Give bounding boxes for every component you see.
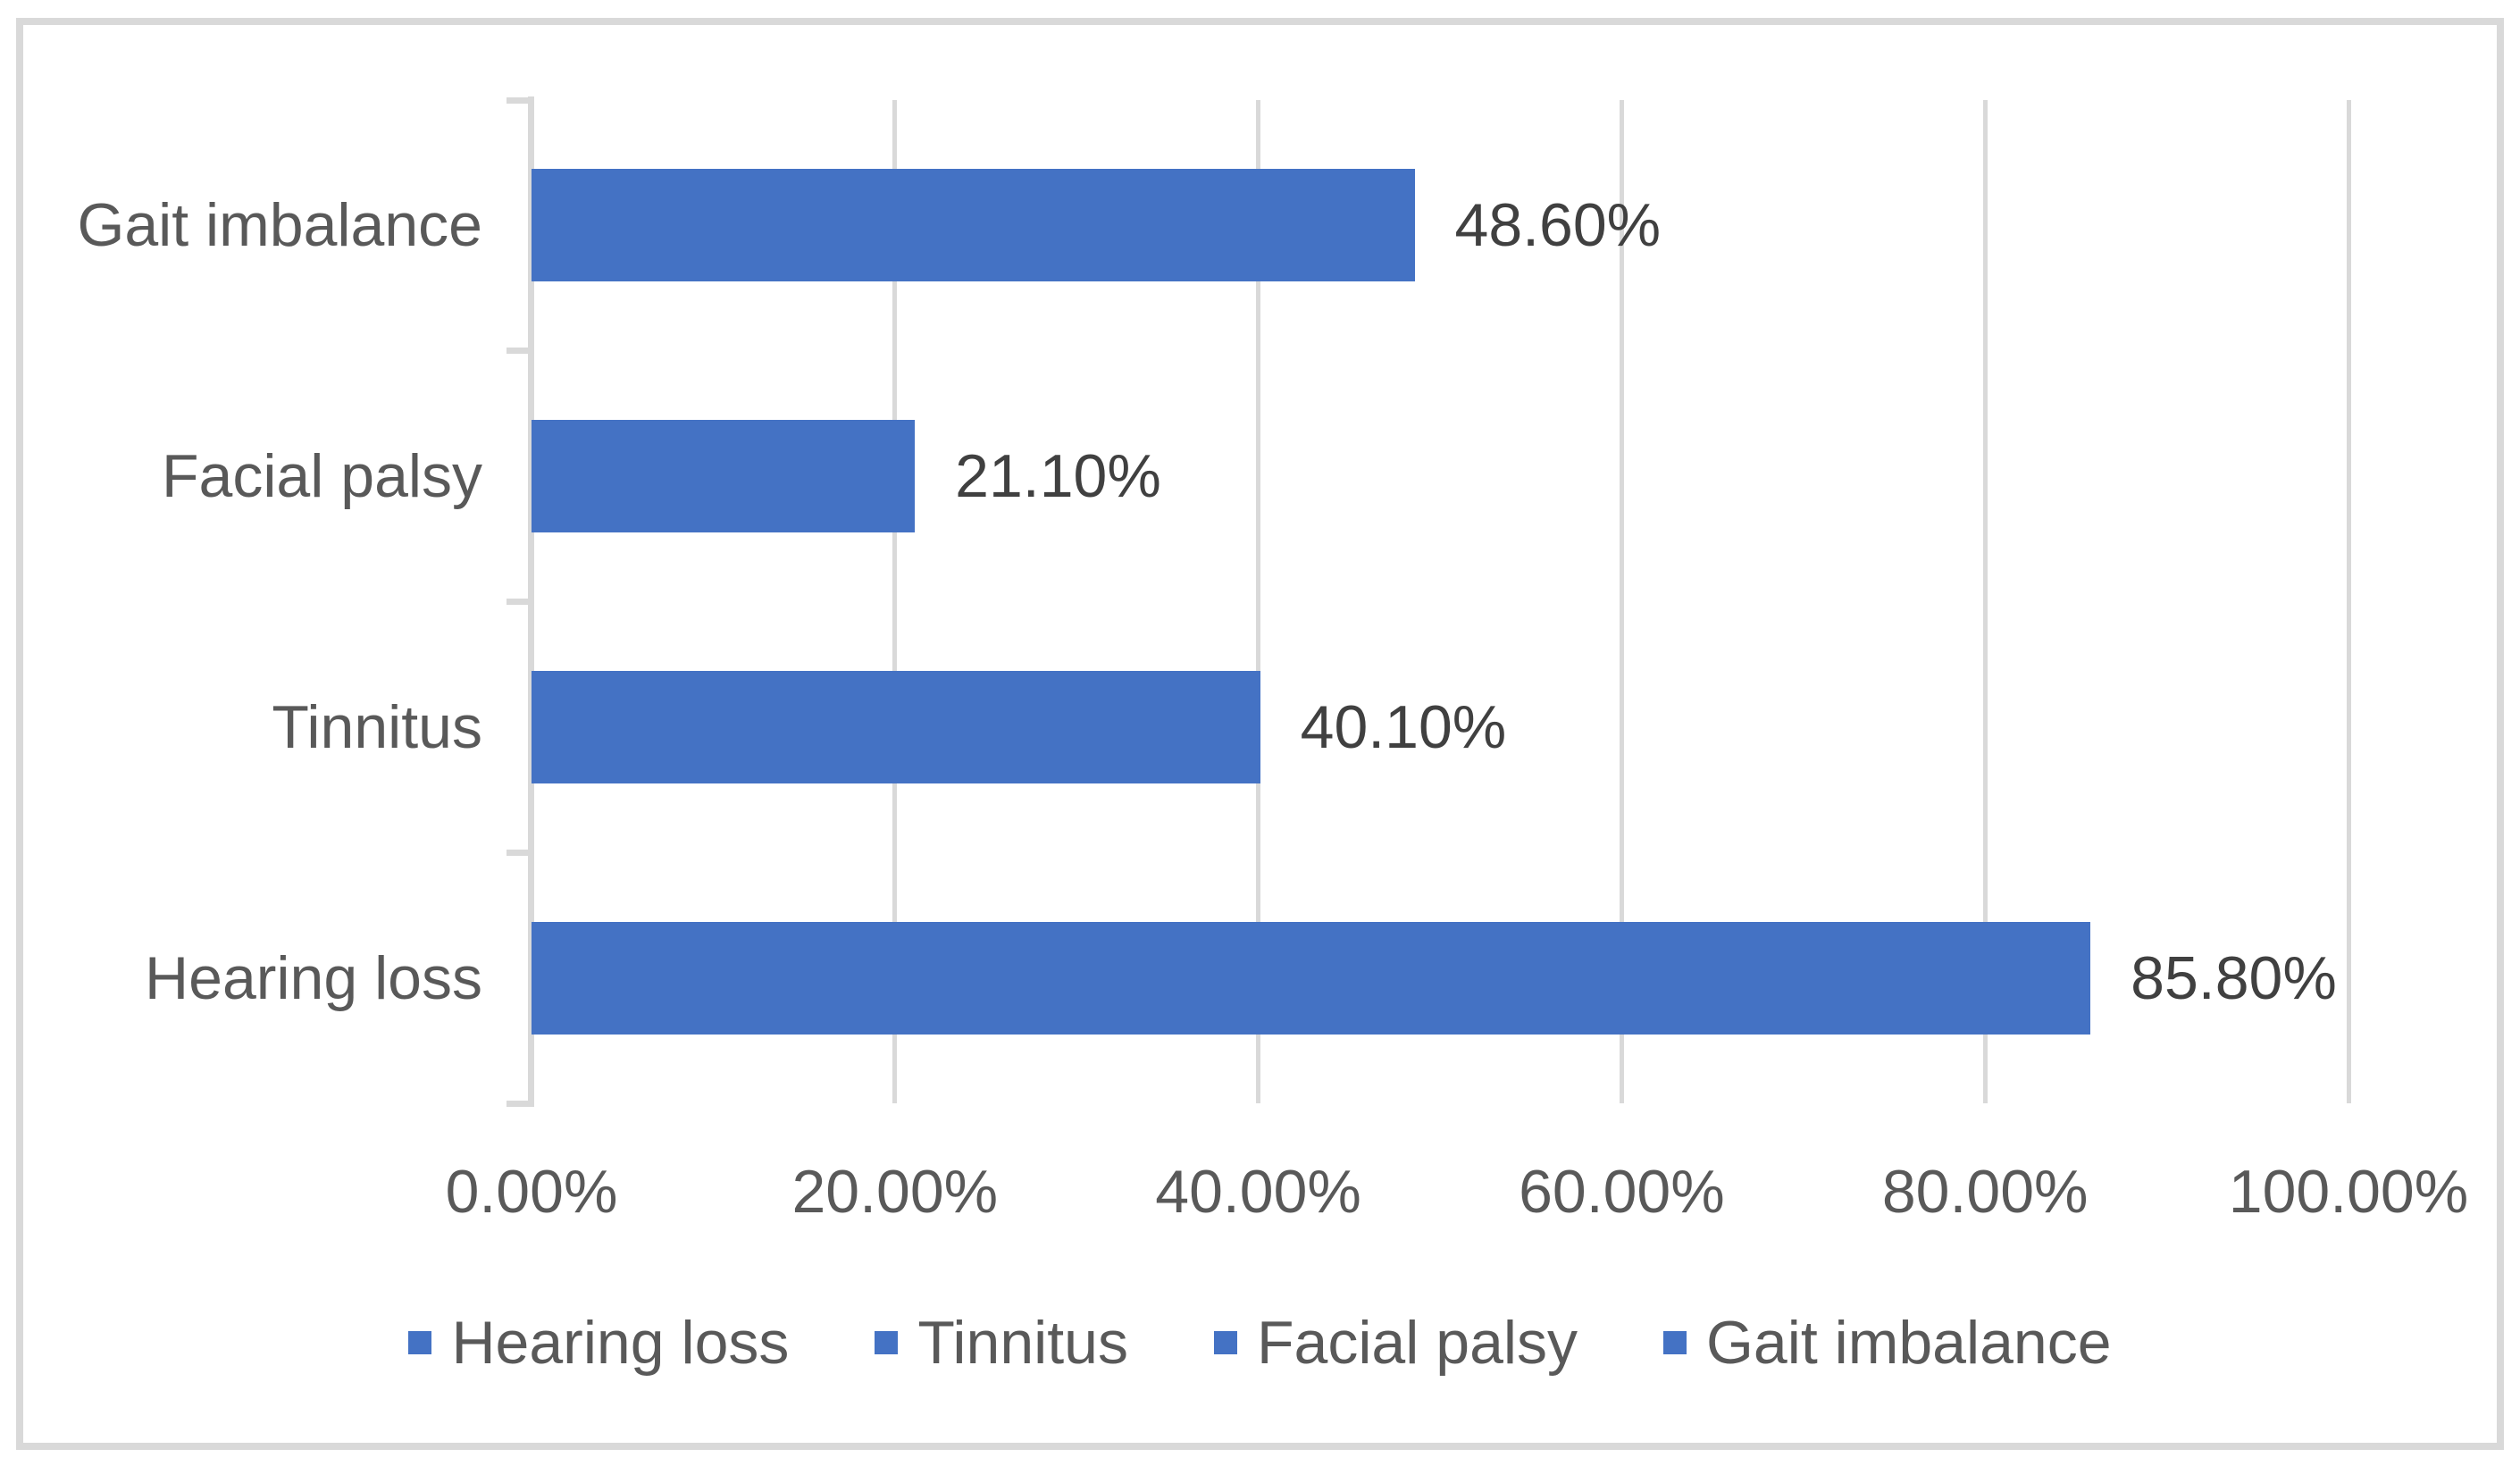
x-axis-tick-label: 0.00%	[445, 1158, 618, 1226]
legend-item-gait-imbalance: Gait imbalance	[1663, 1308, 2112, 1378]
bar-tinnitus	[532, 670, 1260, 783]
legend-label: Gait imbalance	[1706, 1309, 2112, 1377]
bar-value-label: 21.10%	[955, 442, 1161, 511]
gridline-60	[1619, 100, 1624, 1103]
y-axis-tick	[507, 599, 529, 605]
legend-item-tinnitus: Tinnitus	[875, 1308, 1128, 1378]
bar-value-label: 40.10%	[1300, 692, 1507, 761]
x-axis-tick-label: 40.00%	[1155, 1158, 1361, 1226]
y-axis-tick	[507, 849, 529, 856]
x-axis-tick-label: 100.00%	[2228, 1158, 2469, 1226]
category-label: Tinnitus	[272, 692, 482, 761]
legend-swatch-icon	[1213, 1331, 1237, 1354]
x-axis-tick-label: 60.00%	[1519, 1158, 1725, 1226]
gridline-20	[892, 100, 898, 1103]
x-axis-tick-label: 20.00%	[791, 1158, 999, 1226]
bar-hearing-loss	[532, 921, 2091, 1035]
y-axis-tick	[507, 96, 529, 104]
gridline-100	[2346, 100, 2351, 1103]
legend-label: Hearing loss	[451, 1309, 790, 1377]
legend-item-hearing-loss: Hearing loss	[408, 1308, 789, 1378]
y-axis-tick	[507, 348, 529, 355]
legend-swatch-icon	[408, 1331, 432, 1354]
legend-label: Tinnitus	[917, 1309, 1128, 1377]
category-label: Gait imbalance	[77, 191, 482, 260]
y-axis-line	[528, 96, 534, 1107]
gridline-80	[1982, 100, 1988, 1103]
bar-value-label: 48.60%	[1454, 191, 1662, 260]
category-label: Facial palsy	[161, 442, 482, 511]
legend: Hearing loss Tinnitus Facial palsy Gait imb…	[0, 1304, 2520, 1381]
legend-item-facial-palsy: Facial palsy	[1213, 1308, 1578, 1378]
bar-value-label: 85.80%	[2131, 943, 2337, 1012]
gridline-40	[1256, 100, 1261, 1103]
plot-area: 48.60% 21.10% 40.10% 85.80%	[507, 96, 2351, 1107]
legend-swatch-icon	[875, 1331, 899, 1354]
legend-label: Facial palsy	[1256, 1309, 1578, 1377]
bar-gait-imbalance	[532, 169, 1415, 282]
x-axis-tick-label: 80.00%	[1881, 1158, 2089, 1226]
bar-facial-palsy	[532, 420, 916, 533]
legend-swatch-icon	[1663, 1331, 1687, 1354]
y-axis-tick	[507, 1100, 529, 1107]
category-label: Hearing loss	[145, 943, 482, 1012]
